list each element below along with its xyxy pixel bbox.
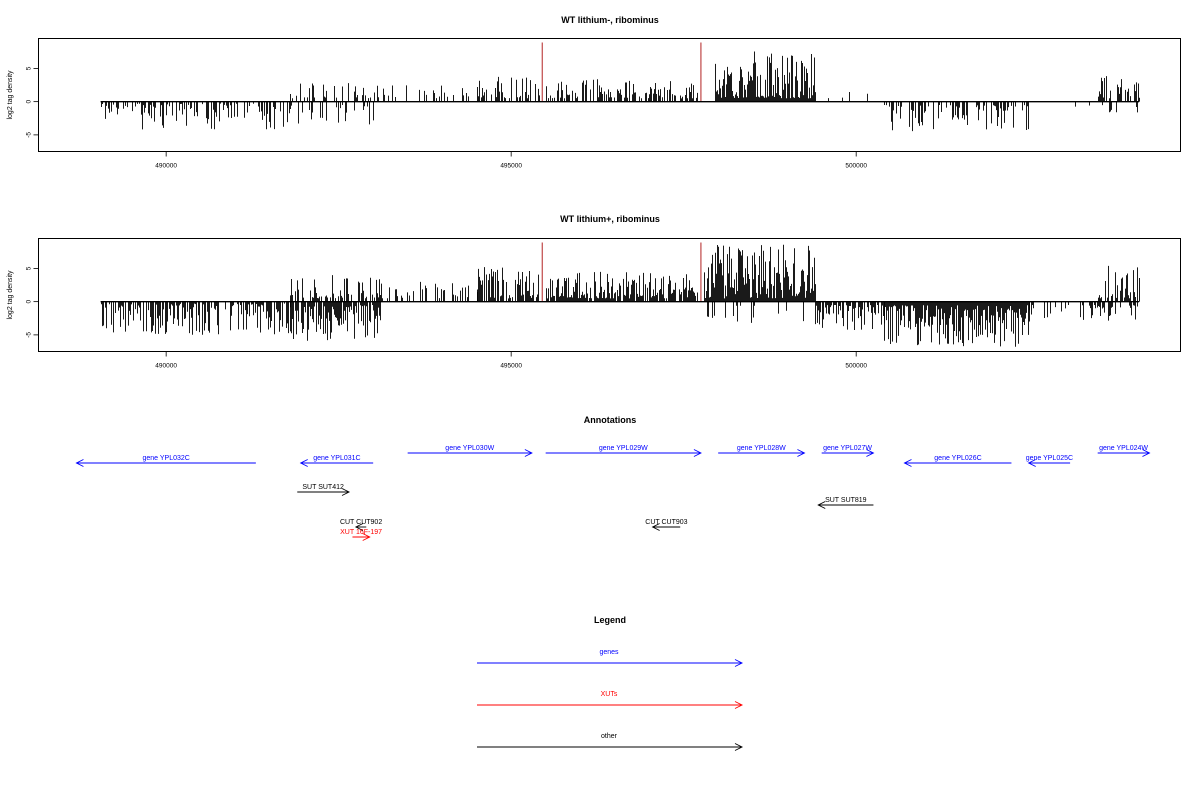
feature: gene YPL032C	[75, 455, 256, 467]
feature-arrow-head	[651, 523, 660, 531]
x-tick-label: 495000	[500, 363, 522, 370]
y-tick-label: -5	[26, 332, 33, 338]
y-axis-label: log2 tag density	[7, 70, 14, 120]
y-tick-label: 0	[26, 99, 33, 103]
legend-item: genes	[477, 649, 744, 667]
feature: gene YPL025C	[1026, 455, 1073, 467]
panel-title: WT lithium+, ribominus	[560, 214, 660, 224]
plot-frame	[38, 38, 1181, 152]
feature-arrow-head	[341, 488, 351, 496]
feature: SUT SUT819	[817, 497, 874, 509]
y-tick-label: -5	[26, 132, 33, 138]
legend-item: other	[477, 733, 744, 751]
legend-arrow-head	[734, 701, 744, 709]
x-ticks: 490000 495000 500000	[155, 351, 867, 370]
feature-arrow-head	[75, 459, 84, 467]
annotations-title: Annotations	[584, 415, 637, 425]
legend: Legend genes XUTs other	[477, 615, 744, 751]
feature-arrow-head	[866, 449, 875, 457]
signal-bars	[101, 51, 1140, 132]
feature-label: CUT CUT903	[645, 519, 687, 526]
feature-arrow-head	[817, 501, 826, 509]
y-axis-label: log2 tag density	[7, 270, 14, 320]
x-tick-label: 500000	[845, 363, 867, 370]
x-tick-label: 490000	[155, 363, 177, 370]
feature-arrow-head	[299, 459, 308, 467]
feature-label: CUT CUT902	[340, 519, 382, 526]
feature-label: gene YPL024W	[1099, 445, 1148, 452]
feature-label: SUT SUT819	[825, 497, 867, 504]
feature-label: gene YPL025C	[1026, 455, 1073, 462]
feature-label: gene YPL030W	[445, 445, 494, 452]
marker-lines	[541, 242, 702, 302]
feature-arrow-head	[797, 449, 806, 457]
feature: gene YPL031C	[299, 455, 374, 467]
plot-frame	[38, 238, 1181, 352]
feature-label: gene YPL032C	[142, 455, 189, 462]
feature: CUT CUT902	[340, 519, 382, 531]
y-tick-label: 0	[26, 299, 33, 303]
feature-arrow-head	[1142, 449, 1151, 457]
y-ticks: -5 0 5	[26, 266, 39, 338]
x-ticks: 490000 495000 500000	[155, 151, 867, 170]
y-tick-label: 5	[26, 266, 33, 270]
signal-bars	[101, 244, 1140, 347]
y-tick-label: 5	[26, 66, 33, 70]
x-tick-label: 490000	[155, 163, 177, 170]
feature-arrow-head	[524, 449, 533, 457]
marker-lines	[541, 42, 702, 102]
feature-label: XUT 16F-197	[340, 529, 382, 536]
feature-label: gene YPL027W	[823, 445, 872, 452]
feature: SUT SUT412	[297, 484, 351, 496]
feature-arrow-head	[693, 449, 702, 457]
legend-label: genes	[599, 649, 619, 656]
feature: CUT CUT903	[645, 519, 688, 531]
feature: gene YPL029W	[545, 445, 702, 457]
legend-arrow-head	[734, 659, 744, 667]
track-panel-lithium-plus: WT lithium+, ribominus log2 tag density …	[7, 214, 1181, 370]
legend-title: Legend	[594, 615, 626, 625]
legend-item: XUTs	[477, 691, 744, 709]
legend-arrow-head	[734, 743, 744, 751]
feature-arrow-head	[354, 523, 364, 531]
feature: gene YPL024W	[1097, 445, 1151, 457]
feature: gene YPL030W	[407, 445, 533, 457]
legend-items: genes XUTs other	[477, 649, 744, 751]
feature-arrow-head	[1027, 459, 1036, 467]
feature-label: gene YPL031C	[313, 455, 360, 462]
feature: gene YPL027W	[821, 445, 875, 457]
feature: XUT 16F-197	[340, 529, 382, 541]
feature: gene YPL028W	[718, 445, 806, 457]
feature: gene YPL026C	[903, 455, 1012, 467]
feature-label: gene YPL029W	[599, 445, 648, 452]
feature-label: gene YPL026C	[934, 455, 981, 462]
x-tick-label: 495000	[500, 163, 522, 170]
annotations-panel: Annotations gene YPL032C gene YPL031Cgene…	[75, 415, 1151, 541]
legend-label: XUTs	[601, 691, 618, 698]
feature-arrow-head	[362, 533, 371, 541]
panel-title: WT lithium-, ribominus	[561, 15, 659, 25]
y-ticks: -5 0 5	[26, 66, 39, 138]
legend-label: other	[601, 733, 618, 740]
feature-arrow-head	[903, 459, 912, 467]
track-panel-lithium-minus: WT lithium-, ribominus log2 tag density …	[7, 15, 1181, 170]
feature-label: gene YPL028W	[737, 445, 786, 452]
feature-label: SUT SUT412	[302, 484, 344, 491]
x-tick-label: 500000	[845, 163, 867, 170]
feature-list: gene YPL032C gene YPL031C gene YPL030W gene…	[75, 445, 1151, 541]
